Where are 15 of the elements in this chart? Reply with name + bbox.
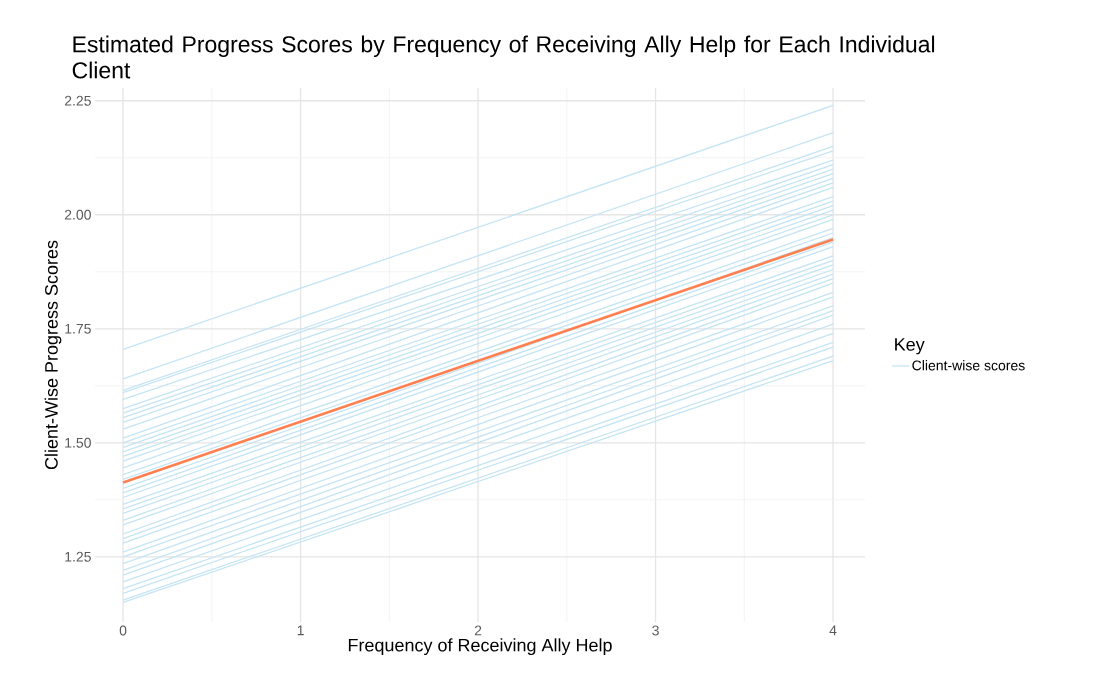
y-tick-label: 2.25	[64, 95, 91, 106]
x-tick-label: 4	[829, 625, 837, 636]
legend-title: Key	[895, 338, 925, 355]
legend-label: Client-wise scores	[912, 360, 1025, 371]
y-tick-label: 1.75	[65, 323, 91, 334]
x-tick-label: 0	[119, 625, 127, 636]
chart-title: Estimated Progress Scores by Frequency of Receiving Ally Help for Each Individual Client	[72, 35, 935, 79]
y-axis-title: Client-Wise Progress Scores	[44, 240, 62, 470]
y-tick-label: 1.50	[65, 437, 91, 448]
y-tick-label: 1.25	[65, 551, 91, 562]
y-tick-label: 2.00	[64, 209, 91, 220]
x-tick-label: 2	[474, 625, 482, 636]
x-tick-label: 1	[297, 625, 304, 636]
x-axis-title: Frequency of Receiving Ally Help	[348, 638, 612, 656]
x-tick-label: 3	[652, 625, 659, 636]
